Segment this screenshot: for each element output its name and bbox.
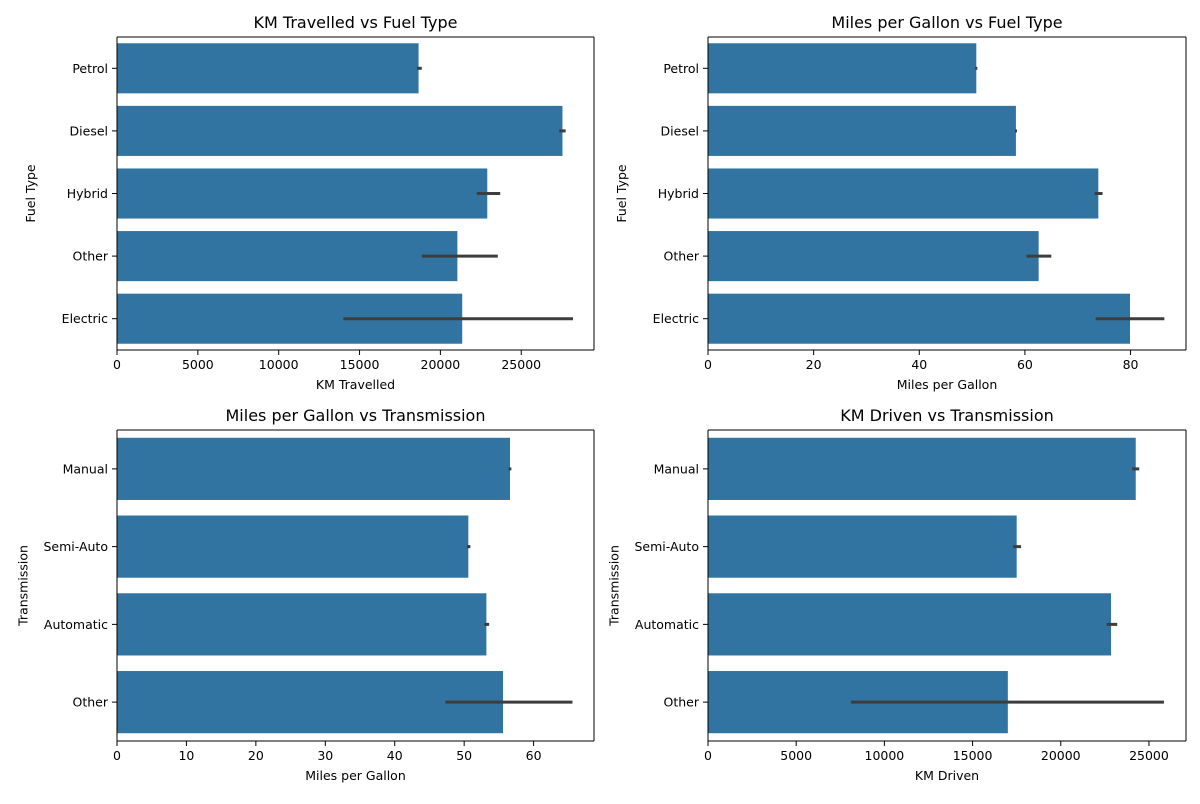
x-axis-label: Miles per Gallon: [305, 768, 406, 783]
bar-manual: [117, 437, 510, 500]
y-tick-label: Petrol: [72, 61, 108, 76]
x-tick-label: 50: [456, 748, 472, 763]
bar-automatic: [708, 593, 1112, 656]
y-tick-label: Diesel: [661, 123, 699, 138]
x-tick-label: 5000: [182, 357, 214, 372]
x-tick-label: 10000: [259, 357, 299, 372]
subplot-3: 0 10 20 30 40 50 60 Manual Semi-Auto Automatic Oth…: [16, 406, 595, 783]
bar-electric: [708, 293, 1131, 344]
bar-other: [708, 231, 1039, 282]
x-tick-label: 60: [1017, 357, 1033, 372]
x-tick-label: 80: [1123, 357, 1139, 372]
y-tick-label: Automatic: [635, 617, 699, 632]
y-axis-label: Transmission: [607, 545, 622, 627]
y-tick-label: Hybrid: [658, 186, 699, 201]
bar-hybrid: [117, 168, 488, 219]
bar-automatic: [117, 593, 487, 656]
bar-hybrid: [708, 168, 1099, 219]
x-tick-label: 20: [806, 357, 822, 372]
y-tick-label: Other: [73, 249, 109, 264]
y-tick-label: Diesel: [70, 123, 108, 138]
y-tick-label: Other: [664, 249, 700, 264]
x-axis-label: KM Travelled: [316, 377, 395, 392]
x-tick-label: 0: [113, 357, 121, 372]
y-tick-label: Automatic: [44, 617, 108, 632]
y-tick-label: Manual: [63, 461, 108, 476]
x-tick-label: 25000: [1129, 748, 1169, 763]
x-tick-label: 20000: [421, 357, 461, 372]
x-tick-label: 20000: [1041, 748, 1081, 763]
y-tick-label: Petrol: [663, 61, 699, 76]
bar-petrol: [708, 43, 977, 94]
chart-title: KM Driven vs Transmission: [840, 406, 1054, 425]
chart-title: KM Travelled vs Fuel Type: [254, 13, 458, 32]
y-axis-label: Fuel Type: [23, 164, 38, 223]
chart-title: Miles per Gallon vs Transmission: [226, 406, 486, 425]
y-tick-label: Manual: [654, 461, 699, 476]
y-axis-label: Fuel Type: [614, 164, 629, 223]
x-tick-label: 15000: [340, 357, 380, 372]
y-tick-label: Semi-Auto: [634, 539, 699, 554]
x-tick-label: 40: [387, 748, 403, 763]
x-axis-label: Miles per Gallon: [897, 377, 998, 392]
subplot-4: 0 5000 10000 15000 20000 25000 Manual Semi-Auto…: [607, 406, 1187, 783]
bar-semi-auto: [117, 515, 469, 578]
x-tick-label: 0: [113, 748, 121, 763]
bar-other: [117, 671, 504, 734]
bar-diesel: [117, 105, 563, 156]
bar-petrol: [117, 43, 419, 94]
x-tick-label: 30: [317, 748, 333, 763]
x-tick-label: 25000: [501, 357, 541, 372]
y-tick-label: Electric: [653, 311, 699, 326]
y-tick-label: Other: [73, 695, 109, 710]
subplot-2: 0 20 40 60 80 Petrol Diesel Hybrid Other Electric…: [614, 13, 1187, 392]
x-tick-label: 10000: [865, 748, 905, 763]
bar-other: [117, 231, 458, 282]
x-tick-label: 0: [704, 357, 712, 372]
y-tick-label: Semi-Auto: [43, 539, 108, 554]
x-tick-label: 40: [911, 357, 927, 372]
x-tick-label: 0: [704, 748, 712, 763]
x-tick-label: 10: [178, 748, 194, 763]
x-tick-label: 60: [526, 748, 542, 763]
y-tick-label: Electric: [62, 311, 108, 326]
y-tick-label: Hybrid: [67, 186, 108, 201]
x-tick-label: 20: [248, 748, 264, 763]
x-tick-label: 15000: [953, 748, 993, 763]
x-axis-label: KM Driven: [915, 768, 979, 783]
bar-manual: [708, 437, 1136, 500]
subplot-1: 0 5000 10000 15000 20000 25000 Petrol Diesel Hyb…: [23, 13, 595, 392]
y-tick-label: Other: [664, 695, 700, 710]
x-tick-label: 5000: [780, 748, 812, 763]
y-axis-label: Transmission: [16, 545, 31, 627]
bar-diesel: [708, 105, 1016, 156]
bar-semi-auto: [708, 515, 1017, 578]
chart-title: Miles per Gallon vs Fuel Type: [831, 13, 1062, 32]
